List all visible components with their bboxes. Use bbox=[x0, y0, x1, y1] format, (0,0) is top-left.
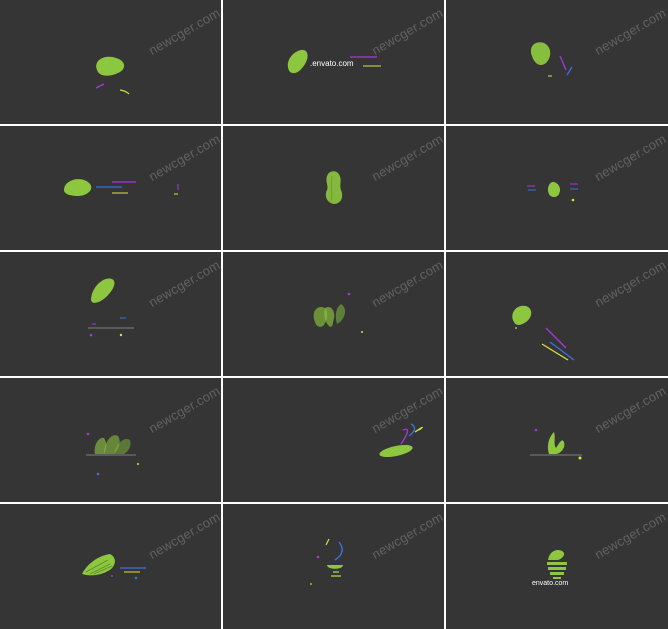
frame-11-art bbox=[379, 423, 423, 458]
frame-9: newcger.com bbox=[446, 252, 668, 376]
frame-13-art bbox=[82, 554, 146, 580]
frame-7: newcger.com bbox=[0, 252, 221, 376]
frame-4-art bbox=[64, 179, 179, 196]
frame-6: newcger.com bbox=[446, 126, 668, 250]
frame-12-art bbox=[530, 428, 582, 460]
frame-1: newcger.com bbox=[0, 0, 221, 124]
frame-1-art bbox=[95, 56, 130, 95]
frame-2-art bbox=[287, 49, 381, 74]
frame-3: newcger.com bbox=[446, 0, 668, 124]
frame-10-art bbox=[86, 432, 139, 476]
envato-label: envato.com bbox=[532, 580, 569, 587]
frame-13: newcger.com bbox=[0, 504, 221, 629]
frame-5: newcger.com bbox=[223, 126, 444, 250]
frame-14-art bbox=[310, 538, 343, 585]
frame-9-art bbox=[512, 305, 575, 361]
frame-4: newcger.com bbox=[0, 126, 221, 250]
frame-8: newcger.com bbox=[223, 252, 444, 376]
frame-7-art bbox=[88, 278, 134, 337]
frame-15-art bbox=[547, 550, 567, 579]
frame-6-art bbox=[527, 181, 578, 202]
frame-15: envato.com newcger.com bbox=[446, 504, 668, 629]
frame-14: newcger.com bbox=[223, 504, 444, 629]
frame-3-art bbox=[530, 42, 573, 77]
frame-12: newcger.com bbox=[446, 378, 668, 502]
envato-label: .envato.com bbox=[310, 59, 354, 68]
frame-5-art bbox=[325, 171, 343, 204]
frame-11: newcger.com bbox=[223, 378, 444, 502]
frame-10: newcger.com bbox=[0, 378, 221, 502]
frame-8-art bbox=[313, 292, 363, 333]
frame-2: .envato.com newcger.com bbox=[223, 0, 444, 124]
